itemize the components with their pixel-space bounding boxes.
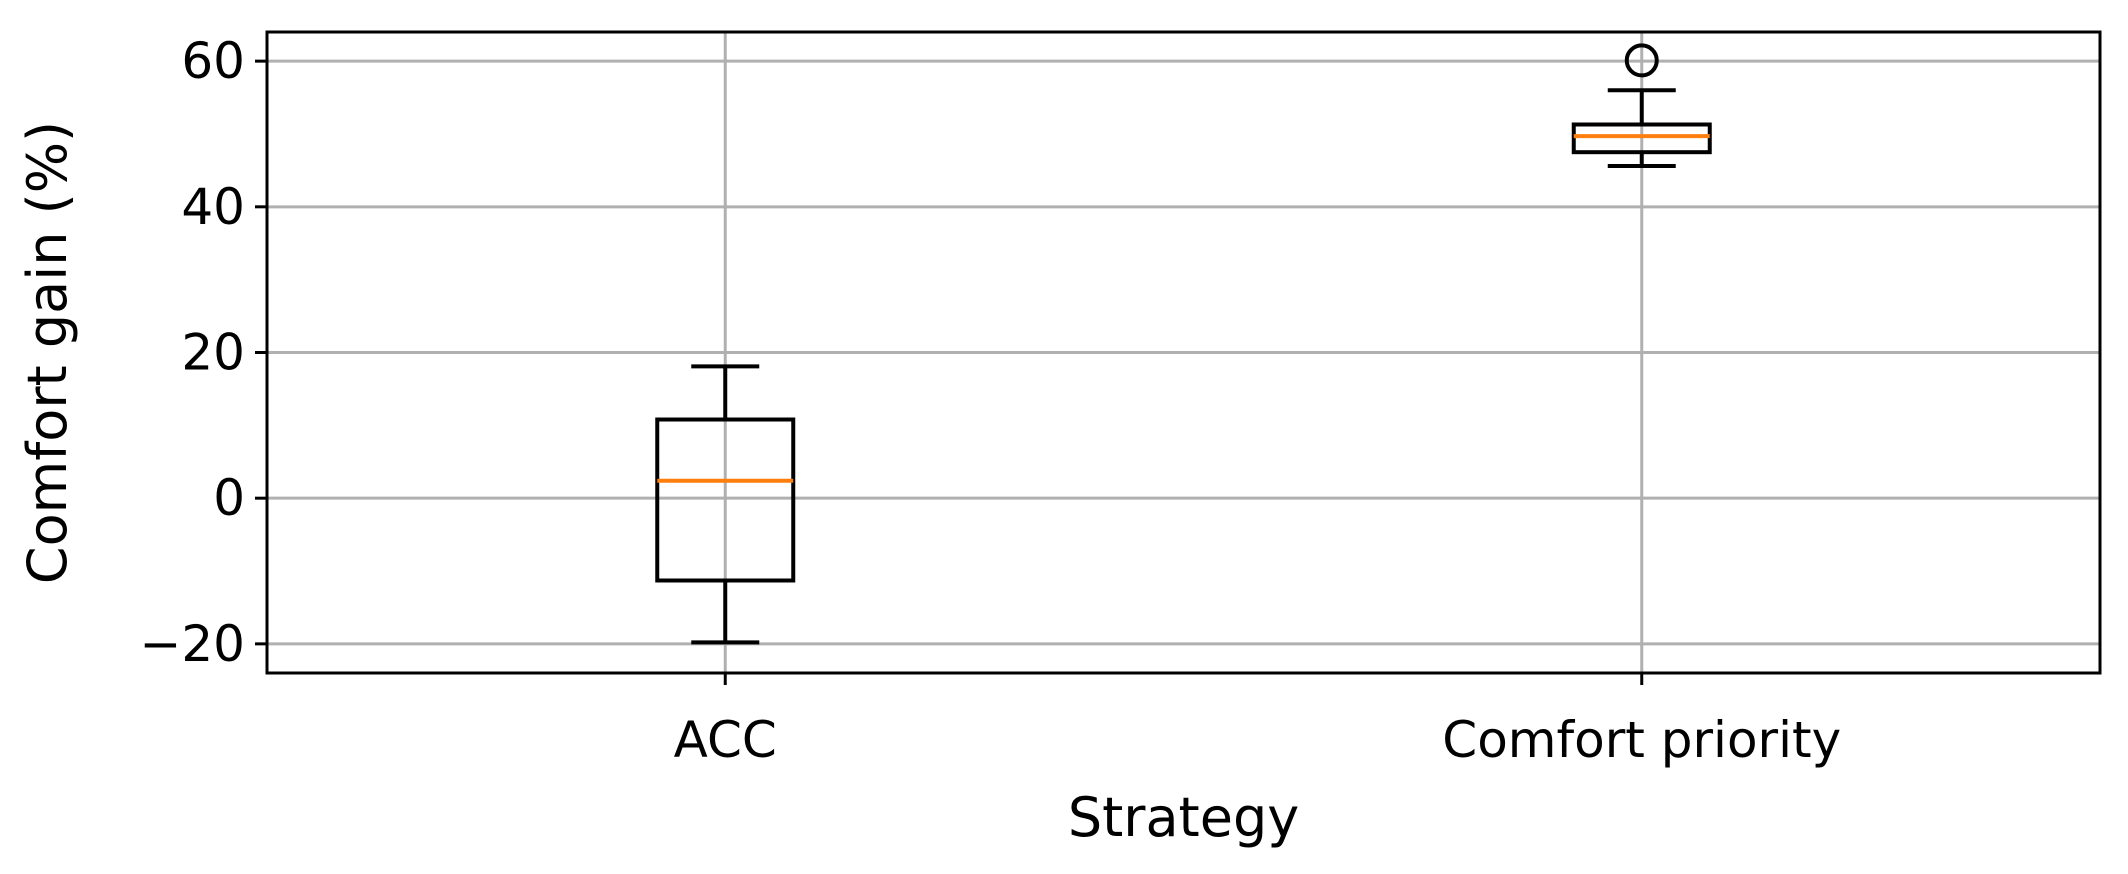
x-axis-title: Strategy bbox=[1068, 786, 1299, 849]
boxes bbox=[655, 43, 1712, 645]
y-tick-label: 0 bbox=[213, 469, 245, 527]
x-tick-label: Comfort priority bbox=[1442, 711, 1841, 769]
y-tick-label: 40 bbox=[181, 178, 245, 236]
iqr-box bbox=[1571, 122, 1712, 155]
y-tick-label: 20 bbox=[181, 324, 245, 382]
box-group bbox=[655, 364, 796, 645]
y-tick-label: 60 bbox=[181, 32, 245, 90]
x-tick-label: ACC bbox=[674, 711, 777, 769]
plot-frame bbox=[265, 30, 2102, 675]
y-axis-title: Comfort gain (%) bbox=[16, 121, 79, 584]
iqr-box bbox=[655, 417, 796, 583]
box-group bbox=[1571, 43, 1712, 169]
grid bbox=[267, 32, 2100, 673]
y-tick-label: −20 bbox=[139, 615, 245, 673]
x-axis-ticks: ACC Comfort priority bbox=[674, 673, 1841, 769]
y-axis-ticks: −20 0 20 40 60 bbox=[139, 32, 267, 673]
outlier-point bbox=[1624, 43, 1659, 78]
